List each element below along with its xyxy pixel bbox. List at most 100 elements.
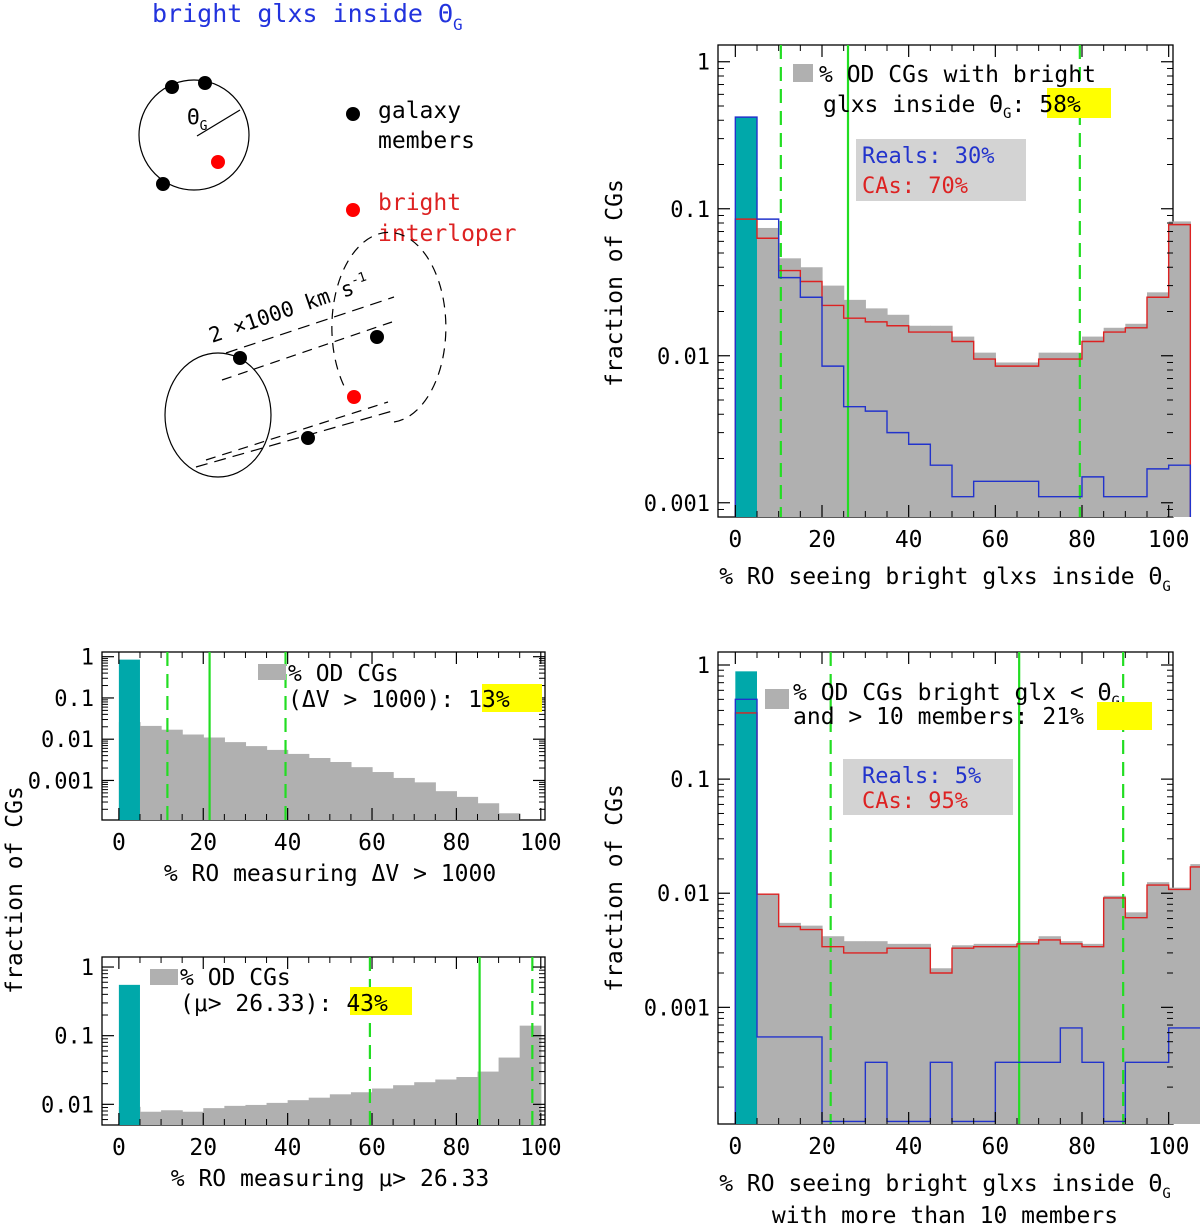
gray-bar — [908, 943, 931, 1124]
y-tick-label: 0.1 — [670, 768, 710, 793]
legend-interloper-line1: bright — [378, 190, 461, 216]
gray-bar — [456, 796, 479, 820]
gray-bar — [757, 227, 780, 518]
gray-bar — [203, 737, 225, 820]
theta-label: ΘG — [187, 105, 208, 134]
x-tick-label: 60 — [981, 1134, 1009, 1160]
series-cas-step-line — [734, 712, 1200, 1124]
gray-bar — [224, 1105, 247, 1125]
legend-line2: (ΔV > 1000): 13% — [288, 687, 510, 713]
x-tick-label: 100 — [1148, 1134, 1190, 1160]
gray-bar — [1103, 895, 1126, 1124]
legend-line2: and > 10 members: 21% — [793, 704, 1084, 730]
legend-swatch — [258, 664, 286, 680]
legend-line1: % OD CGs — [288, 661, 399, 687]
y-axis-label: fraction of CGs — [602, 784, 628, 992]
y-axis-label: fraction of CGs — [602, 179, 628, 387]
y-axis-label-left: fraction of CGs — [2, 786, 28, 994]
cylinder-back-circle — [331, 231, 447, 423]
y-tick-label: 0.1 — [670, 198, 710, 223]
panel-bottom-left: 0 20 40 60 80 100 1 0.1 0.01 % OD CGs (μ> 26.33)… — [41, 956, 562, 1192]
x-axis-label: % RO measuring μ> 26.33 — [171, 1166, 490, 1192]
gray-bar — [203, 1108, 225, 1125]
legend-swatch — [765, 689, 789, 709]
gray-bar — [843, 941, 866, 1124]
gray-bar — [308, 758, 331, 820]
schematic-title: bright glxs inside ΘG — [152, 0, 463, 34]
legend-line1: % OD CGs with bright — [819, 62, 1096, 88]
interloper-dot — [347, 390, 361, 404]
gray-bar — [1147, 882, 1170, 1124]
member-dot — [233, 351, 247, 365]
member-dot — [198, 76, 212, 90]
y-tick-label: 0.01 — [41, 728, 94, 753]
gray-bar — [995, 943, 1018, 1124]
panel-top-right: 0 20 40 60 80 100 1 0.1 0.01 0.001 % OD CGs with … — [602, 44, 1192, 595]
gray-bar — [350, 1092, 373, 1125]
x-tick-label: 20 — [189, 1135, 217, 1161]
gray-bar — [865, 941, 888, 1124]
x-tick-label: 100 — [520, 830, 562, 856]
x-tick-label: 40 — [274, 1135, 302, 1161]
gray-bar — [778, 922, 801, 1124]
legend-member-dot — [346, 107, 360, 121]
x-axis-label: % RO measuring ΔV > 1000 — [164, 861, 496, 887]
gray-bar — [161, 729, 183, 820]
gray-bar — [1017, 941, 1040, 1124]
cylinder-bottom-edge — [195, 409, 397, 468]
gray-bar — [822, 285, 845, 517]
cylinder-front-circle — [164, 352, 272, 478]
gray-bar — [887, 314, 910, 517]
x-tick-label: 60 — [981, 527, 1009, 553]
legend-members-line2: members — [378, 128, 475, 154]
gray-bar — [372, 1088, 394, 1125]
gray-bar — [865, 308, 888, 517]
gray-bar — [372, 772, 394, 820]
x-tick-label: 40 — [895, 1134, 923, 1160]
reals-label: Reals: 5% — [862, 764, 981, 789]
x-tick-label: 0 — [112, 830, 126, 856]
gray-bar — [393, 1085, 415, 1125]
x-tick-label: 80 — [1068, 1134, 1096, 1160]
x-tick-label: 0 — [728, 527, 742, 553]
gray-bar — [822, 936, 845, 1124]
panel-bottom-right: 0 20 40 60 80 100 1 0.1 0.01 0.001 % OD CGs brigh… — [602, 651, 1200, 1229]
gray-bar — [519, 1025, 542, 1125]
x-tick-label: 80 — [443, 830, 471, 856]
gray-bar — [1147, 292, 1170, 517]
gray-bar — [778, 258, 801, 517]
gray-bar — [414, 782, 436, 820]
gray-bar — [1038, 352, 1061, 517]
group-circle — [138, 79, 250, 191]
member-dot — [301, 431, 315, 445]
y-tick-label: 0.1 — [54, 687, 94, 712]
gray-bar — [308, 1097, 331, 1125]
x-axis-label: % RO seeing bright glxs inside ΘG — [719, 1171, 1171, 1202]
percent-highlight — [350, 987, 412, 1015]
gray-bar — [887, 943, 910, 1124]
legend-line1: % OD CGs bright glx < ΘG — [793, 680, 1120, 710]
x-tick-label: 40 — [274, 830, 302, 856]
gray-bar — [1060, 941, 1083, 1124]
gray-bar — [477, 803, 500, 820]
gray-bar — [1082, 336, 1105, 517]
gray-bar — [139, 1111, 162, 1125]
gray-bar — [973, 943, 996, 1124]
gray-bar — [435, 1079, 457, 1125]
gray-bar — [1125, 323, 1148, 517]
gray-bar — [1038, 936, 1061, 1124]
x-tick-label: 40 — [895, 527, 923, 553]
percent-highlight — [1047, 88, 1111, 118]
x-tick-label: 20 — [189, 830, 217, 856]
x-axis-label-line2: with more than 10 members — [772, 1203, 1118, 1229]
gray-bar — [757, 894, 780, 1124]
gray-bar — [930, 968, 953, 1124]
x-tick-label: 80 — [443, 1135, 471, 1161]
x-tick-label: 60 — [358, 1135, 386, 1161]
legend-line1: % OD CGs — [180, 965, 291, 991]
gray-bar — [414, 1082, 436, 1125]
y-tick-label: 1 — [697, 654, 710, 679]
gray-bar — [1168, 887, 1191, 1124]
gray-bar — [1168, 221, 1191, 517]
y-tick-label: 0.001 — [28, 769, 94, 794]
